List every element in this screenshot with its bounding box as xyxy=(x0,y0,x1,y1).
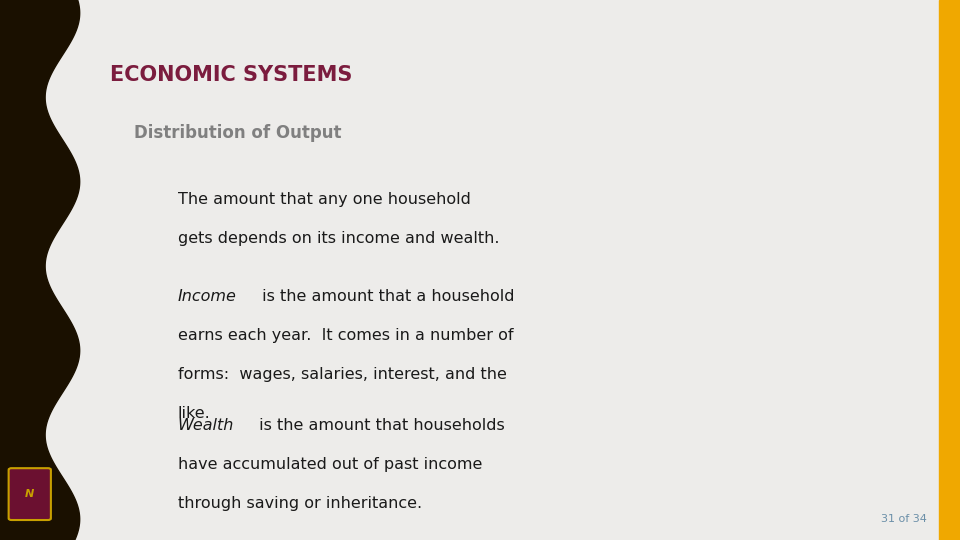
Text: Income: Income xyxy=(178,289,236,304)
Text: The amount that any one household: The amount that any one household xyxy=(178,192,470,207)
Text: Wealth: Wealth xyxy=(178,418,234,434)
Text: is the amount that households: is the amount that households xyxy=(254,418,505,434)
Text: ECONOMIC SYSTEMS: ECONOMIC SYSTEMS xyxy=(110,65,352,85)
Text: like.: like. xyxy=(178,406,210,421)
Polygon shape xyxy=(0,0,80,540)
Text: is the amount that a household: is the amount that a household xyxy=(257,289,515,304)
Bar xyxy=(939,0,960,540)
Text: forms:  wages, salaries, interest, and the: forms: wages, salaries, interest, and th… xyxy=(178,367,507,382)
Text: 31 of 34: 31 of 34 xyxy=(880,514,926,524)
Text: through saving or inheritance.: through saving or inheritance. xyxy=(178,496,421,511)
Text: gets depends on its income and wealth.: gets depends on its income and wealth. xyxy=(178,231,499,246)
FancyBboxPatch shape xyxy=(9,468,51,520)
Text: have accumulated out of past income: have accumulated out of past income xyxy=(178,457,482,472)
Text: Distribution of Output: Distribution of Output xyxy=(134,124,342,142)
Text: N: N xyxy=(25,489,35,499)
Text: earns each year.  It comes in a number of: earns each year. It comes in a number of xyxy=(178,328,513,343)
